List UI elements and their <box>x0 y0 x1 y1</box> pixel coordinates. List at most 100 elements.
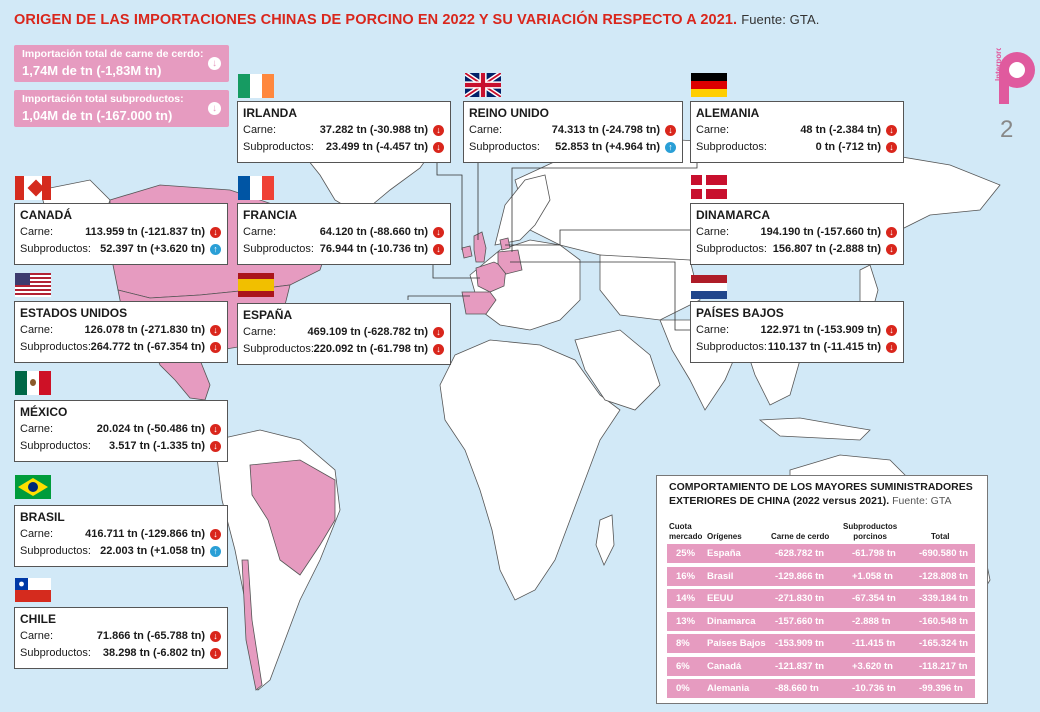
cell-subproductos: -10.736 tn <box>852 683 896 694</box>
country-name: ESTADOS UNIDOS <box>20 306 128 320</box>
cell-cuota: 0% <box>676 683 690 694</box>
header-cuota: Cuota mercado <box>669 522 703 541</box>
arrow-down-icon: ↓ <box>208 102 221 115</box>
spain-region <box>461 291 497 315</box>
arrow-down-icon: ↓ <box>210 227 221 238</box>
cell-carne: -153.909 tn <box>775 638 825 649</box>
header-total: Total <box>931 532 950 541</box>
cell-carne: -157.660 tn <box>775 615 825 627</box>
arrow-down-icon: ↓ <box>433 125 444 136</box>
arrow-down-icon: ↓ <box>210 342 221 353</box>
sub-value: 110.137 tn (-11.415 tn) <box>767 341 881 353</box>
uk-region <box>473 231 487 263</box>
table-row: 25% España -628.782 tn -61.798 tn -690.580 t… <box>667 544 975 563</box>
sub-value: 23.499 tn (-4.457 tn) <box>325 141 428 153</box>
country-box-brasil: BRASIL Carne: 416.711 tn (-129.866 tn) ↓ S… <box>14 505 228 567</box>
sub-label: Subproductos: <box>696 141 767 153</box>
carne-value: 48 tn (-2.384 tn) <box>800 124 881 136</box>
arrow-up-icon: ↑ <box>665 142 676 153</box>
country-box-paises-bajos: PAÍSES BAJOS Carne: 122.971 tn (-153.909 … <box>690 301 904 363</box>
total-meat-label: Importación total de carne de cerdo: <box>22 48 204 60</box>
sub-value: 38.298 tn (-6.802 tn) <box>102 647 205 659</box>
sub-label: Subproductos: <box>20 243 91 255</box>
sub-value: 3.517 tn (-1.335 tn) <box>109 440 205 452</box>
indonesia <box>758 417 871 441</box>
cell-cuota: 8% <box>676 638 690 649</box>
table-row: 8% Países Bajos -153.909 tn -11.415 tn -165.… <box>667 634 975 653</box>
carne-value: 37.282 tn (-30.988 tn) <box>319 124 428 136</box>
sub-value: 220.092 tn (-61.798 tn) <box>313 343 428 355</box>
title-source: Fuente: GTA. <box>741 12 820 27</box>
carne-label: Carne: <box>696 226 730 238</box>
total-meat-import-box: Importación total de carne de cerdo: 1,7… <box>14 45 229 82</box>
denmark-region <box>499 237 511 251</box>
arrow-down-icon: ↓ <box>210 529 221 540</box>
country-name: CANADÁ <box>20 208 72 222</box>
arrow-down-icon: ↓ <box>208 57 221 70</box>
carne-label: Carne: <box>243 124 277 136</box>
total-byproducts-value: 1,04M de tn (-167.000 tn) <box>22 108 173 123</box>
arrow-down-icon: ↓ <box>210 325 221 336</box>
arrow-up-icon: ↑ <box>210 546 221 557</box>
sub-label: Subproductos: <box>243 243 314 255</box>
arrow-down-icon: ↓ <box>210 648 221 659</box>
cell-subproductos: +1.058 tn <box>852 570 893 582</box>
country-name: PAÍSES BAJOS <box>696 306 784 320</box>
table-row: 0% Alemania -88.660 tn -10.736 tn -99.396 tn <box>667 679 975 698</box>
header-origenes: Orígenes <box>707 532 742 541</box>
arrow-down-icon: ↓ <box>886 325 897 336</box>
sub-value: 52.853 tn (+4.964 tn) <box>555 141 660 153</box>
carne-value: 122.971 tn (-153.909 tn) <box>760 324 881 336</box>
suppliers-comparison-table: COMPORTAMIENTO DE LOS MAYORES SUMINISTRA… <box>656 475 988 704</box>
svg-text:Interporc: Interporc <box>994 48 1003 81</box>
country-name: DINAMARCA <box>696 208 770 222</box>
europe <box>469 239 581 331</box>
cell-subproductos: -67.354 tn <box>852 593 896 604</box>
arrow-down-icon: ↓ <box>886 142 897 153</box>
arrow-down-icon: ↓ <box>433 227 444 238</box>
country-box-dinamarca: DINAMARCA Carne: 194.190 tn (-157.660 tn)… <box>690 203 904 265</box>
table-row: 16% Brasil -129.866 tn +1.058 tn -128.808 tn <box>667 566 975 586</box>
ireland-region <box>461 245 473 259</box>
chile-flag-icon <box>15 578 51 602</box>
africa <box>439 339 621 601</box>
carne-value: 126.078 tn (-271.830 tn) <box>84 324 205 336</box>
cell-cuota: 13% <box>676 615 696 627</box>
table-row: 6% Canadá -121.837 tn +3.620 tn -118.217 tn <box>667 656 975 676</box>
canada-flag-icon <box>15 176 51 200</box>
country-box-francia: FRANCIA Carne: 64.120 tn (-88.660 tn) ↓ Su… <box>237 203 451 265</box>
country-box-estados-unidos: ESTADOS UNIDOS Carne: 126.078 tn (-271.83… <box>14 301 228 363</box>
arrow-down-icon: ↓ <box>210 631 221 642</box>
cell-carne: -88.660 tn <box>775 683 819 694</box>
sub-value: 76.944 tn (-10.736 tn) <box>319 243 428 255</box>
country-box-alemania: ALEMANIA Carne: 48 tn (-2.384 tn) ↓ Subpro… <box>690 101 904 163</box>
sub-value: 264.772 tn (-67.354 tn) <box>90 341 205 353</box>
carne-value: 64.120 tn (-88.660 tn) <box>319 226 428 238</box>
header-carne: Carne de cerdo <box>771 532 830 541</box>
brazil-flag-icon <box>15 475 51 499</box>
carne-label: Carne: <box>20 630 54 642</box>
table-row: 13% Dinamarca -157.660 tn -2.888 tn -160.548… <box>667 611 975 631</box>
central-asia <box>599 254 701 321</box>
carne-label: Carne: <box>243 226 277 238</box>
brazil-region <box>249 459 336 576</box>
cell-subproductos: -11.415 tn <box>852 638 896 649</box>
uk-flag-icon <box>465 73 501 97</box>
cell-cuota: 6% <box>676 660 690 672</box>
page-number: 2 <box>1000 116 1014 143</box>
arrow-down-icon: ↓ <box>433 344 444 355</box>
carne-label: Carne: <box>20 324 54 336</box>
cell-cuota: 25% <box>676 548 696 559</box>
carne-value: 416.711 tn (-129.866 tn) <box>85 528 205 540</box>
map-title: ORIGEN DE LAS IMPORTACIONES CHINAS DE PO… <box>14 12 820 28</box>
arrow-down-icon: ↓ <box>210 424 221 435</box>
ireland-flag-icon <box>238 74 274 98</box>
arrow-down-icon: ↓ <box>886 342 897 353</box>
cell-total: -339.184 tn <box>919 593 969 604</box>
cell-total: -118.217 tn <box>919 660 968 672</box>
country-box-reino-unido: REINO UNIDO Carne: 74.313 tn (-24.798 tn)… <box>463 101 683 163</box>
denmark-flag-icon <box>691 175 727 199</box>
cell-cuota: 14% <box>676 593 696 604</box>
arrow-down-icon: ↓ <box>665 125 676 136</box>
sub-label: Subproductos: <box>696 243 767 255</box>
